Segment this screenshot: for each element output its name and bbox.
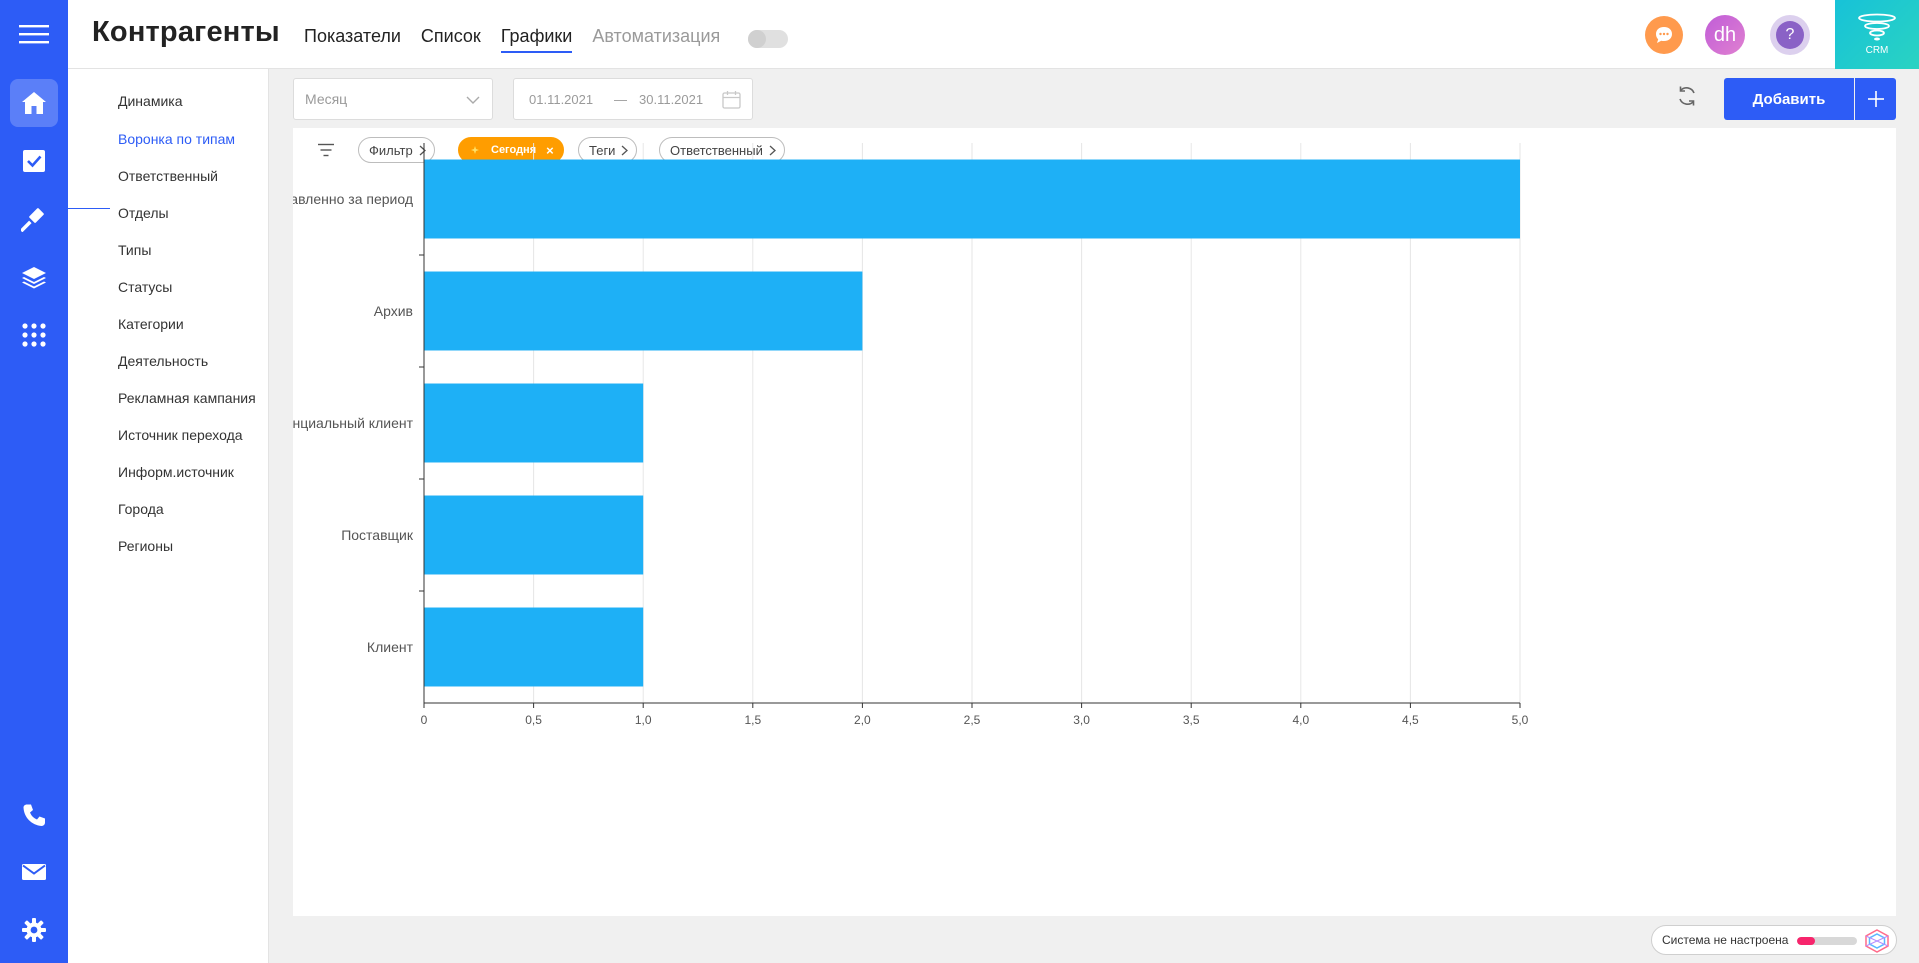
submenu-item-activity[interactable]: Деятельность — [118, 353, 209, 369]
bar — [424, 383, 644, 463]
submenu-item-info-source[interactable]: Информ.источник — [118, 464, 234, 480]
page-title: Контрагенты — [92, 16, 280, 48]
system-status[interactable]: Система не настроена — [1651, 925, 1897, 955]
tags-chip-label: Теги — [589, 142, 616, 158]
chevron-right-icon — [622, 145, 629, 155]
automation-toggle[interactable] — [748, 30, 788, 48]
submenu-item-cities[interactable]: Города — [118, 501, 164, 517]
left-rail — [0, 0, 68, 963]
home-icon[interactable] — [10, 79, 58, 127]
date-separator: — — [614, 92, 627, 107]
system-status-text: Система не настроена — [1662, 933, 1789, 947]
submenu-item-funnel-by-type[interactable]: Воронка по типам — [118, 131, 236, 147]
x-tick-label: 1,5 — [744, 713, 761, 727]
filter-lines-icon[interactable] — [317, 143, 335, 157]
x-tick-label: 4,5 — [1402, 713, 1419, 727]
mail-icon[interactable] — [10, 848, 58, 896]
date-to: 30.11.2021 — [639, 92, 704, 107]
bar — [424, 159, 1520, 239]
bar — [424, 607, 644, 687]
apps-grid-icon[interactable] — [10, 311, 58, 359]
x-tick-label: 3,5 — [1183, 713, 1200, 727]
chart-submenu: Динамика Воронка по типам Ответственный … — [68, 69, 269, 963]
chevron-down-icon — [466, 96, 480, 104]
submenu-item-referral-source[interactable]: Источник перехода — [118, 427, 243, 443]
tab-list[interactable]: Список — [420, 26, 481, 46]
menu-icon[interactable] — [10, 10, 58, 58]
help-glyph: ? — [1776, 21, 1804, 49]
star-icon — [471, 146, 479, 154]
category-label: Потенциальный клиент — [293, 415, 414, 431]
date-range-picker[interactable]: 01.11.2021 — 30.11.2021 — [513, 78, 753, 120]
period-select-value: Месяц — [305, 91, 348, 107]
category-label: Поставщик — [341, 527, 414, 543]
chat-icon[interactable] — [1645, 16, 1683, 54]
x-tick-label: 4,0 — [1292, 713, 1309, 727]
submenu-item-responsible[interactable]: Ответственный — [118, 168, 218, 184]
filter-chip[interactable]: Фильтр — [358, 137, 435, 163]
filter-chip-label: Фильтр — [369, 142, 413, 158]
submenu-item-departments[interactable]: Отделы — [118, 205, 169, 221]
submenu-item-types[interactable]: Типы — [118, 242, 152, 258]
header: Контрагенты Показатели Список Графики Ав… — [68, 0, 1919, 69]
chevron-right-icon — [769, 145, 776, 155]
x-tick-label: 5,0 — [1512, 713, 1529, 727]
x-tick-label: 1,0 — [635, 713, 652, 727]
x-tick-label: 3,0 — [1073, 713, 1090, 727]
checkbox-icon[interactable] — [10, 137, 58, 185]
setup-progress-fill — [1797, 937, 1815, 945]
hexagon-logo-icon — [1865, 929, 1889, 953]
x-tick-label: 2,5 — [964, 713, 981, 727]
phone-icon[interactable] — [10, 791, 58, 839]
crm-logo-icon — [1858, 13, 1896, 41]
calendar-icon — [722, 91, 741, 109]
tab-indicators[interactable]: Показатели — [304, 26, 401, 46]
today-chip-label: Сегодня — [491, 144, 537, 156]
bar — [424, 495, 644, 575]
avatar[interactable]: dh — [1705, 15, 1745, 55]
plus-icon — [1867, 91, 1884, 107]
gear-icon[interactable] — [10, 906, 58, 954]
tab-automation[interactable]: Автоматизация — [592, 26, 721, 46]
date-from: 01.11.2021 — [529, 92, 594, 107]
period-select[interactable]: Месяц — [293, 78, 493, 120]
view-tabs: Показатели Список Графики Автоматизация — [304, 26, 740, 53]
responsible-chip-label: Ответственный — [670, 142, 763, 158]
submenu-item-categories[interactable]: Категории — [118, 316, 184, 332]
layers-icon[interactable] — [10, 253, 58, 301]
category-label: Всего добавленно за период — [293, 191, 413, 207]
active-indicator — [68, 208, 110, 209]
add-button[interactable]: Добавить — [1724, 78, 1854, 120]
hammer-icon[interactable] — [10, 195, 58, 243]
submenu-item-dynamics[interactable]: Динамика — [118, 93, 183, 109]
x-tick-label: 0 — [421, 713, 428, 727]
submenu-item-regions[interactable]: Регионы — [118, 538, 174, 554]
crm-logo[interactable]: CRM — [1835, 0, 1919, 69]
chart-panel: Фильтр Сегодня × Теги Ответственный Всег… — [293, 128, 1896, 916]
submenu-item-ad-campaign[interactable]: Рекламная кампания — [118, 390, 256, 406]
close-icon[interactable]: × — [546, 142, 554, 158]
chevron-right-icon — [419, 145, 426, 155]
setup-progress-bar — [1797, 937, 1857, 945]
bar — [424, 271, 863, 351]
help-icon[interactable]: ? — [1770, 15, 1810, 55]
x-tick-label: 2,0 — [854, 713, 871, 727]
tab-charts[interactable]: Графики — [500, 26, 573, 53]
category-label: Клиент — [367, 639, 414, 655]
x-tick-label: 0,5 — [525, 713, 542, 727]
refresh-icon[interactable] — [1675, 84, 1699, 113]
category-label: Архив — [374, 303, 413, 319]
funnel-bar-chart: Всего добавленно за период Архив Потенциал… — [293, 143, 1529, 727]
crm-label: CRM — [1865, 45, 1889, 56]
submenu-item-statuses[interactable]: Статусы — [118, 279, 173, 295]
add-plus-button[interactable] — [1855, 78, 1896, 120]
